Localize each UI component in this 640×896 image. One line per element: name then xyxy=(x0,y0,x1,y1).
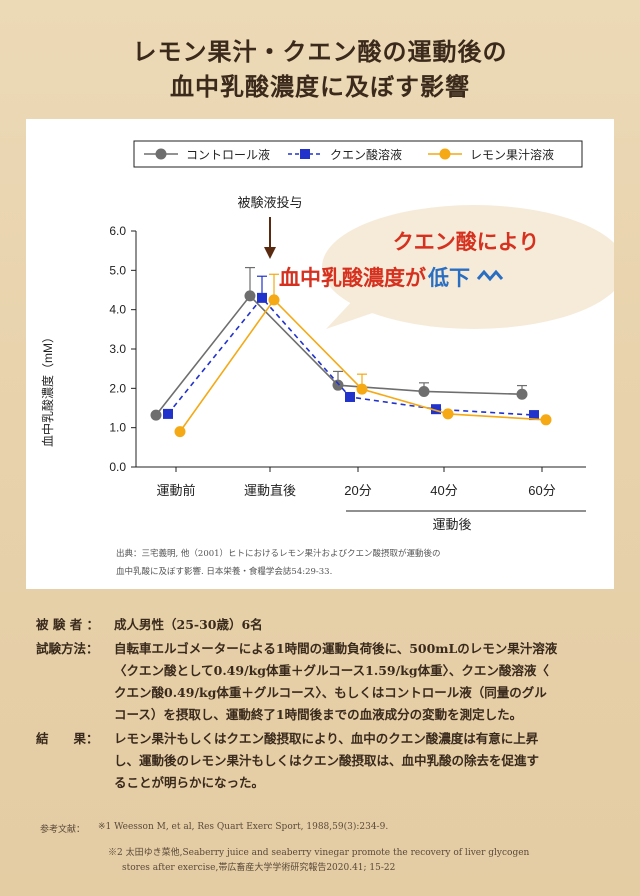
data-point xyxy=(268,294,280,306)
x-group-label: 運動後 xyxy=(432,517,471,532)
result-line-2: ることが明らかになった。 xyxy=(114,775,265,790)
page-title-line2: 血中乳酸濃度に及ぼす影響 xyxy=(170,72,470,101)
legend-label: クエン酸溶液 xyxy=(330,147,402,162)
data-point xyxy=(356,383,368,395)
callout-bubble: クエン酸により 血中乳酸濃度が 低下 xyxy=(279,205,614,329)
legend-label: レモン果汁溶液 xyxy=(470,147,554,162)
y-tick-label: 2.0 xyxy=(109,381,126,395)
data-point xyxy=(516,388,528,400)
data-point xyxy=(244,290,256,302)
result-line-0: レモン果汁もしくはクエン酸摂取により、血中のクエン酸濃度は有意に上昇 xyxy=(114,731,539,746)
legend-label: コントロール液 xyxy=(186,147,270,162)
subjects-text: 成人男性（25-30歳）6名 xyxy=(114,617,263,632)
legend-box xyxy=(133,140,583,168)
data-point xyxy=(529,410,539,421)
x-tick-label: 20分 xyxy=(344,483,371,498)
refs-label: 参考文献： xyxy=(40,825,86,835)
subjects-label: 被 験 者 ： xyxy=(36,617,100,632)
y-tick-label: 0.0 xyxy=(109,460,126,474)
page-title-line1: レモン果汁・クエン酸の運動後の xyxy=(132,37,508,66)
ref2-line2: stores after exercise,帯広畜産大学学術研究報告2020.4… xyxy=(122,863,396,873)
x-tick-label: 60分 xyxy=(528,483,555,498)
data-point xyxy=(163,408,173,419)
result-row: 結 果： レモン果汁もしくはクエン酸摂取により、血中のクエン酸濃度は有意に上昇 xyxy=(36,728,538,750)
axes: 6.0 5.0 4.0 3.0 2.0 1.0 0.0 運動前 運動直後 20分 40分 60分 xyxy=(109,224,586,498)
y-tick-label: 1.0 xyxy=(109,421,126,435)
method-line-0: 自転車エルゴメーターによる1時間の運動負荷後に、500mLのレモン果汁溶液 xyxy=(114,641,558,656)
annotation-arrow-head xyxy=(264,247,276,259)
method-line-1: 〈クエン酸として0.49/kg体重＋グルコース1.59/kg体重〉、クエン酸溶液… xyxy=(114,663,549,678)
line-chart: コントロール液 クエン酸溶液 レモン果汁溶液 被験液投与 クエン酸により 血中乳酸濃… xyxy=(40,140,614,532)
data-point xyxy=(332,379,344,391)
y-axis-label: 血中乳酸濃度（mM） xyxy=(40,331,55,447)
x-tick-label: 運動前 xyxy=(156,483,195,498)
data-point xyxy=(442,408,454,420)
source-line2: 血中乳酸に及ぼす影響. 日本栄養・食糧学会誌54:29-33. xyxy=(116,567,333,577)
y-tick-label: 6.0 xyxy=(109,224,126,238)
y-tick-label: 5.0 xyxy=(109,263,126,277)
x-tick-label: 40分 xyxy=(430,483,457,498)
legend-marker xyxy=(300,149,310,159)
legend-marker xyxy=(155,148,167,160)
data-point xyxy=(345,391,355,402)
data-point xyxy=(540,414,552,426)
down-arrow-icon xyxy=(476,269,504,282)
data-point xyxy=(174,426,186,438)
source-line1: 出典：三宅義明, 他（2001）ヒトにおけるレモン果汁およびクエン酸摂取が運動後… xyxy=(116,549,441,559)
callout-line1: クエン酸により xyxy=(393,230,540,254)
data-point xyxy=(150,409,162,421)
y-tick-label: 3.0 xyxy=(109,342,126,356)
result-line-1: し、運動後のレモン果汁もしくはクエン酸摂取は、血中乳酸の除去を促進す xyxy=(114,753,540,768)
method-label: 試験方法： xyxy=(36,641,99,656)
x-tick-label: 運動直後 xyxy=(244,483,296,498)
subjects-row: 被 験 者 ： 成人男性（25-30歳）6名 xyxy=(36,614,263,636)
y-tick-label: 4.0 xyxy=(109,303,126,317)
method-line-2: クエン酸0.49/kg体重＋グルコース〉、もしくはコントロール液（同量のグル xyxy=(114,685,547,700)
plot-area xyxy=(150,266,552,438)
ref2-line1: ※2 太田ゆき菜他,Seaberry juice and seaberry vi… xyxy=(108,848,530,858)
result-label: 結 果： xyxy=(36,731,99,746)
data-point xyxy=(257,292,267,303)
data-point xyxy=(418,385,430,397)
method-row: 試験方法： 自転車エルゴメーターによる1時間の運動負荷後に、500mLのレモン果汁… xyxy=(36,638,557,660)
method-line-3: コース）を摂取し、運動終了1時間後までの血液成分の変動を測定した。 xyxy=(114,707,523,722)
callout-line2b: 低下 xyxy=(427,266,470,290)
annotation-label: 被験液投与 xyxy=(237,195,302,210)
legend-marker xyxy=(439,148,451,160)
callout-line2a: 血中乳酸濃度が xyxy=(279,266,426,290)
chart-card: コントロール液 クエン酸溶液 レモン果汁溶液 被験液投与 クエン酸により 血中乳酸濃… xyxy=(26,119,614,589)
ref1: ※1 Weesson M, et al, Res Quart Exerc Spo… xyxy=(98,822,389,832)
legend: コントロール液 クエン酸溶液 レモン果汁溶液 xyxy=(144,147,554,162)
data-point xyxy=(431,404,441,415)
